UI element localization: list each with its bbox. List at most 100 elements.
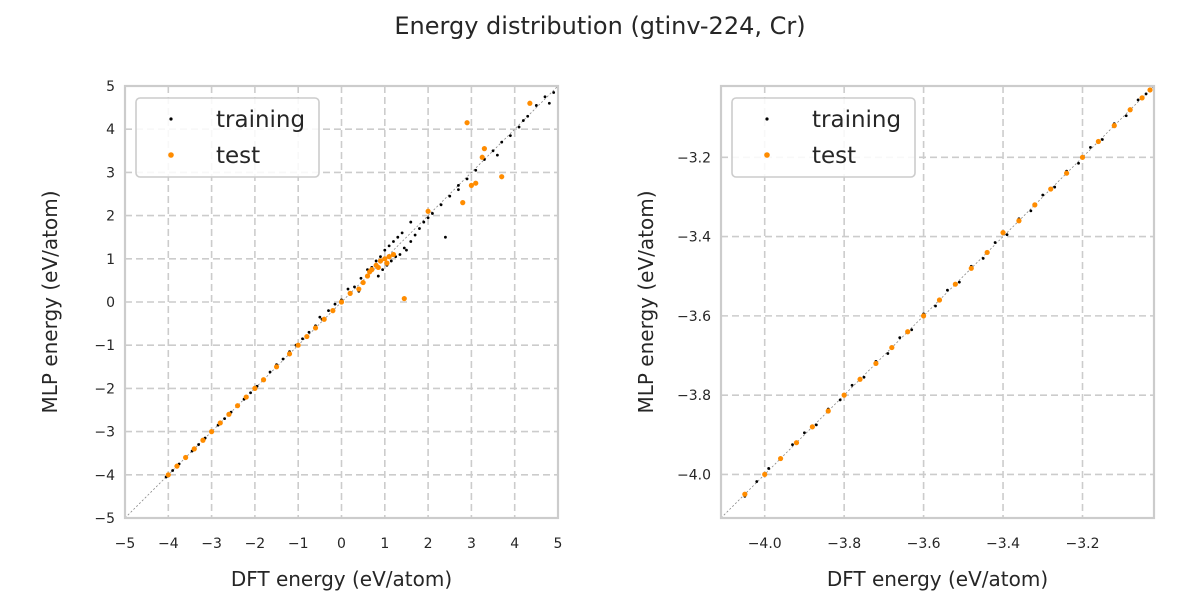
left-training-point [444, 235, 447, 239]
left-legend-label-test: test [216, 143, 260, 169]
right-y-tick-label: −3.4 [677, 230, 711, 246]
left-y-tick-label: 3 [106, 165, 115, 181]
right-test-point [1032, 202, 1038, 208]
right-training-point [946, 288, 949, 292]
left-test-point [200, 437, 206, 443]
left-training-point [500, 140, 504, 144]
right-y-tick-label: −4.0 [677, 467, 711, 483]
left-training-point [547, 101, 551, 105]
left-training-point [327, 309, 330, 313]
left-training-point [448, 194, 452, 198]
right-data-points [742, 87, 1153, 498]
right-legend-label-test: test [812, 143, 856, 169]
right-x-tick-label: −3.4 [986, 536, 1020, 552]
left-test-point [183, 454, 189, 461]
left-x-tick-label: 5 [554, 536, 563, 552]
left-training-point [552, 91, 556, 94]
right-training-point [791, 443, 794, 447]
left-training-point [333, 302, 337, 306]
left-test-point [384, 260, 390, 266]
right-training-point [934, 304, 937, 308]
left-test-point [390, 251, 397, 258]
left-test-point [364, 273, 371, 279]
left-training-point [171, 469, 175, 472]
left-test-point [401, 295, 407, 302]
left-test-point [499, 174, 505, 180]
right-test-point [1095, 138, 1101, 145]
right-legend-box [731, 97, 916, 178]
right-test-point [841, 392, 847, 398]
left-test-point [304, 333, 310, 340]
left-test-point [481, 146, 487, 152]
right-training-point [1005, 233, 1009, 237]
left-training-point [301, 337, 304, 341]
right-x-axis-label: DFT energy (eV/atom) [827, 567, 1048, 591]
left-y-tick-label: 5 [106, 79, 115, 95]
left-training-point [389, 259, 393, 263]
right-training-point [993, 241, 997, 244]
left-legend-label-training: training [216, 107, 305, 133]
right-training-point [1053, 185, 1057, 189]
right-test-point [1016, 218, 1022, 224]
left-test-point [234, 403, 241, 409]
left-test-point [295, 342, 301, 348]
right-test-point [1000, 230, 1006, 236]
right-training-point [803, 431, 806, 435]
left-training-point [409, 220, 413, 224]
right-test-point [825, 408, 831, 414]
left-test-point [473, 180, 479, 186]
right-test-point [1127, 107, 1133, 113]
right-test-point [905, 329, 911, 335]
left-training-point [392, 240, 395, 243]
left-training-point [495, 153, 499, 157]
left-legend-box [135, 97, 320, 178]
left-test-point [425, 208, 431, 214]
left-data-points [164, 91, 556, 479]
right-test-point [1111, 123, 1117, 129]
left-training-point [405, 248, 408, 252]
left-test-point [226, 411, 232, 417]
right-training-point [886, 352, 890, 355]
left-test-point [330, 308, 336, 314]
left-test-point [165, 472, 171, 478]
left-training-point [318, 315, 322, 319]
right-x-tick-label: −3.6 [907, 536, 941, 552]
left-training-point [307, 330, 311, 334]
left-test-point [243, 394, 249, 400]
left-training-point [457, 188, 460, 192]
left-training-point [359, 276, 363, 280]
left-training-point [465, 177, 469, 181]
right-test-point [968, 265, 974, 271]
right-test-point [1139, 95, 1145, 101]
left-test-point [174, 463, 180, 469]
right-training-point [838, 398, 842, 402]
right-test-point [762, 471, 768, 478]
right-test-point [742, 491, 748, 497]
left-training-point [396, 235, 400, 239]
left-training-point [402, 246, 406, 250]
left-test-point [338, 299, 345, 305]
right-test-point [777, 455, 784, 462]
left-x-tick-label: 2 [424, 536, 433, 552]
left-test-point [479, 154, 485, 160]
left-test-point [273, 364, 280, 370]
right-test-point [793, 440, 800, 446]
left-training-point [491, 149, 495, 153]
left-scatter-plot: −5 −4 −3 −2 −1 0 1 2 3 4 5 −5 −4 −3 −2 −1 0 1 2 3 4 5 DFT en… [38, 79, 562, 591]
left-x-tick-label: 3 [467, 536, 476, 552]
right-legend-marker-test [764, 152, 770, 158]
left-training-point [400, 231, 404, 235]
left-y-tick-label: 0 [106, 295, 115, 311]
right-training-point [1089, 146, 1092, 149]
right-legend: training test [731, 97, 916, 178]
left-test-point [375, 264, 381, 271]
left-test-point [209, 429, 215, 435]
left-x-tick-label: −4 [158, 536, 179, 552]
left-test-point [286, 351, 293, 357]
left-training-point [268, 370, 272, 374]
right-test-point [936, 297, 943, 303]
left-x-tick-label: −5 [115, 536, 136, 552]
left-test-point [527, 100, 533, 106]
right-frame-rect [719, 84, 1156, 520]
left-test-point [367, 269, 373, 275]
